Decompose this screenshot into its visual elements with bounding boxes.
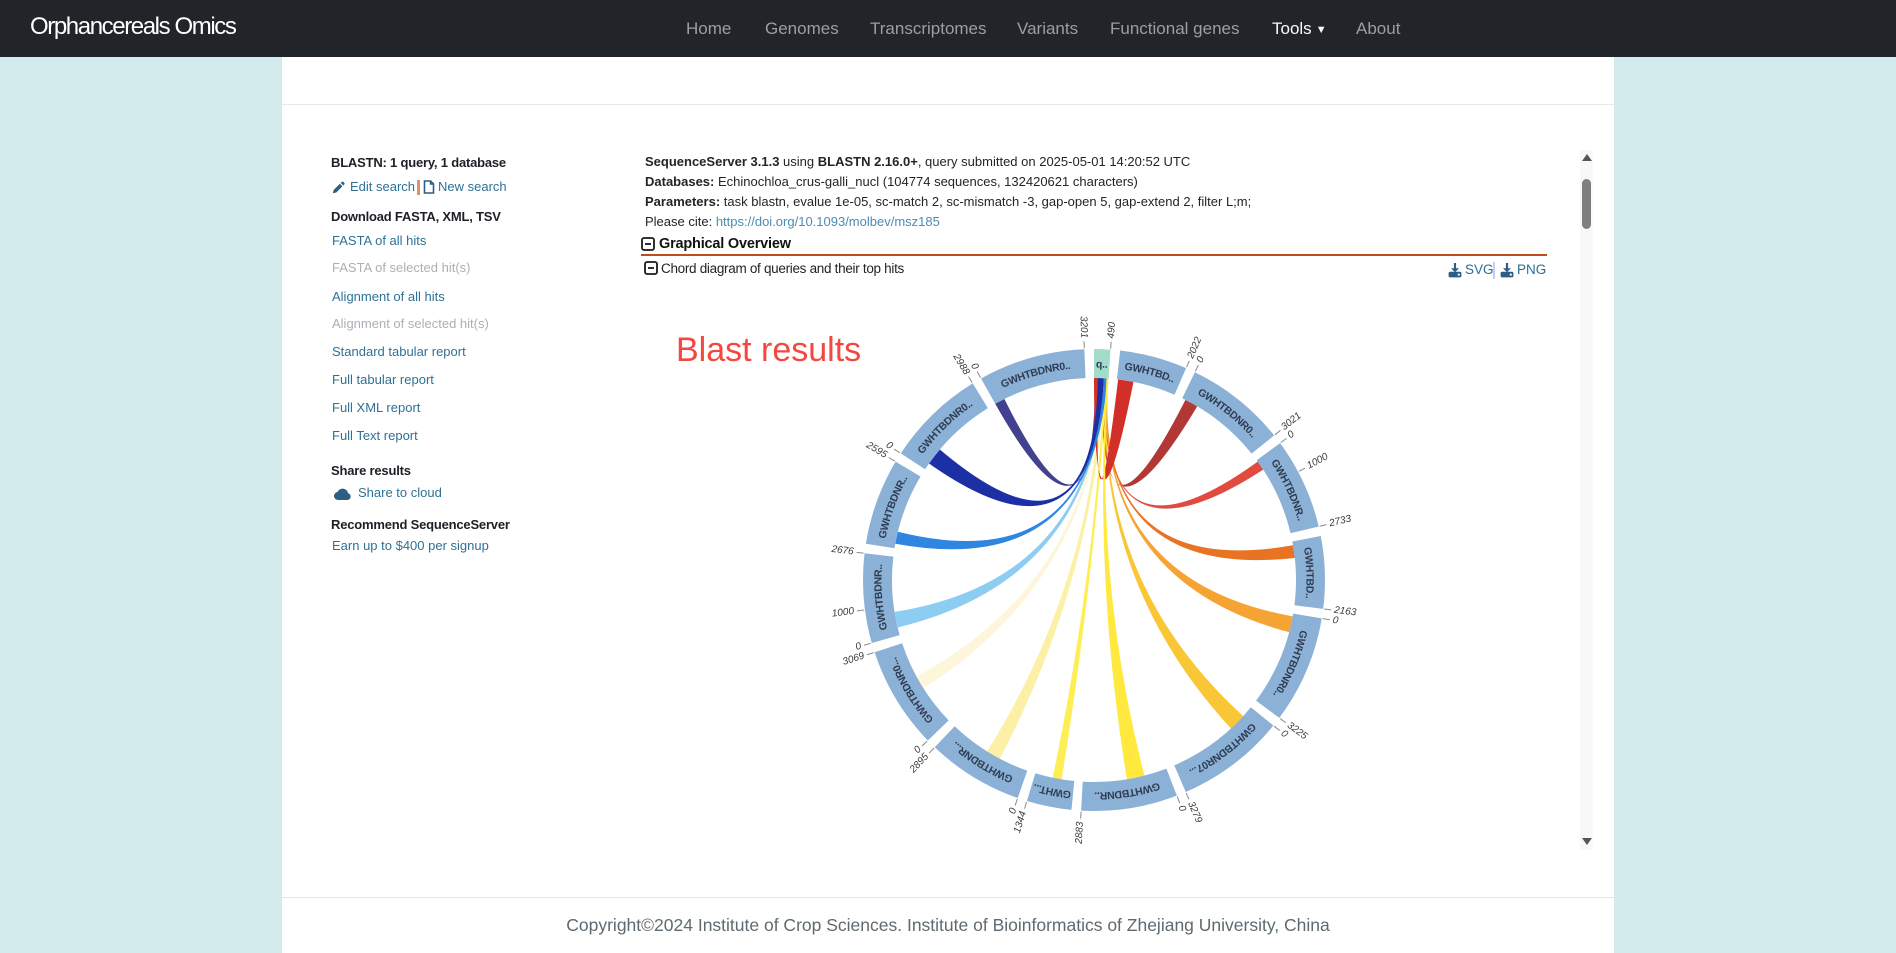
svg-text:0: 0 — [1195, 355, 1208, 365]
svg-text:0: 0 — [1176, 804, 1188, 814]
svg-text:2733: 2733 — [1327, 513, 1353, 529]
svg-text:0: 0 — [884, 440, 895, 452]
svg-text:0: 0 — [968, 361, 981, 372]
svg-text:0: 0 — [854, 641, 863, 653]
svg-text:3201: 3201 — [1077, 316, 1089, 339]
svg-text:2163: 2163 — [1332, 605, 1357, 619]
svg-text:0: 0 — [1007, 806, 1019, 815]
svg-text:2988: 2988 — [950, 351, 972, 377]
svg-text:0: 0 — [1278, 728, 1290, 740]
svg-text:1000: 1000 — [1305, 451, 1330, 471]
svg-text:0: 0 — [1332, 615, 1340, 627]
svg-text:q..: q.. — [1096, 358, 1108, 370]
svg-text:GWHTBD..: GWHTBD.. — [1301, 546, 1315, 599]
svg-text:490: 490 — [1106, 321, 1118, 339]
svg-text:2883: 2883 — [1074, 821, 1086, 845]
svg-text:0: 0 — [912, 744, 924, 756]
svg-text:3069: 3069 — [841, 650, 866, 668]
svg-text:2676: 2676 — [830, 544, 855, 558]
svg-text:3021: 3021 — [1279, 410, 1303, 433]
svg-text:1000: 1000 — [831, 606, 855, 620]
svg-text:0: 0 — [1286, 429, 1297, 441]
svg-text:2595: 2595 — [863, 439, 889, 461]
svg-text:3279: 3279 — [1185, 800, 1204, 825]
